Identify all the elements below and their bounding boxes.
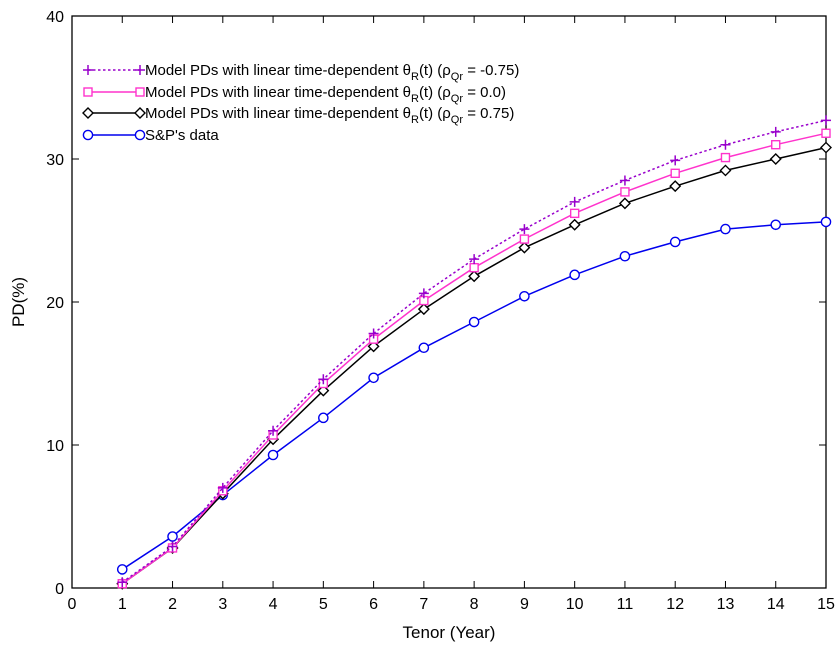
data-point: [417, 303, 430, 316]
data-point: [619, 175, 630, 186]
legend-label: S&P's data: [145, 127, 219, 144]
data-point: [771, 139, 781, 150]
legend: Model PDs with linear time-dependent θR(…: [82, 62, 519, 144]
data-point: [318, 412, 329, 424]
y-tick-label: 30: [46, 152, 64, 169]
legend-marker: [135, 87, 145, 97]
y-tick-label: 10: [46, 438, 64, 455]
data-point: [318, 374, 329, 385]
data-point: [167, 541, 178, 552]
data-point: [670, 155, 681, 166]
data-point: [820, 216, 832, 228]
legend-label: Model PDs with linear time-dependent θR(…: [145, 62, 519, 83]
x-tick-label: 2: [168, 596, 177, 613]
series-square: [117, 128, 831, 589]
series-line: [121, 119, 827, 583]
x-tick-label: 12: [666, 596, 684, 613]
data-point: [820, 141, 832, 154]
data-point: [569, 269, 580, 281]
series-line: [121, 132, 827, 585]
x-tick-label: 15: [817, 596, 835, 613]
data-point: [669, 236, 681, 248]
series-line: [121, 146, 827, 585]
x-tick-label: 3: [218, 596, 227, 613]
x-axis-title: Tenor (Year): [403, 623, 496, 642]
data-point: [669, 180, 682, 193]
x-tick-label: 8: [470, 596, 479, 613]
legend-entry: Model PDs with linear time-dependent θR(…: [82, 105, 514, 126]
series-group: [116, 115, 832, 590]
series-diamond: [116, 141, 832, 590]
y-tick-label: 0: [55, 581, 64, 598]
y-tick-label: 20: [46, 295, 64, 312]
data-point: [368, 328, 379, 339]
x-tick-label: 9: [520, 596, 529, 613]
data-point: [670, 168, 680, 179]
data-point: [519, 234, 530, 244]
x-tick-label: 1: [118, 596, 127, 613]
data-point: [770, 219, 782, 231]
legend-label: Model PDs with linear time-dependent θR(…: [145, 84, 506, 105]
data-point: [469, 254, 480, 265]
plot-frame: [71, 15, 827, 589]
series-circle: [116, 216, 832, 575]
data-point: [418, 288, 429, 299]
data-point: [720, 223, 731, 235]
data-point: [569, 196, 580, 207]
legend-entry: S&P's data: [82, 127, 219, 144]
legend-marker: [83, 65, 93, 75]
x-tick-label: 11: [617, 596, 634, 613]
legend-marker: [135, 65, 145, 75]
x-tick-label: 4: [269, 596, 278, 613]
data-point: [469, 262, 479, 273]
legend-marker: [134, 129, 146, 141]
data-point: [117, 577, 128, 588]
data-point: [368, 372, 379, 384]
data-point: [720, 152, 731, 163]
x-tick-label: 5: [319, 596, 328, 613]
data-point: [569, 208, 580, 219]
legend-marker: [82, 129, 94, 141]
legend-marker: [82, 107, 94, 119]
x-tick-label: 6: [369, 596, 378, 613]
x-tick-label: 10: [566, 596, 584, 613]
data-point: [769, 153, 782, 165]
data-point: [568, 218, 581, 231]
data-point: [116, 564, 128, 575]
data-point: [821, 128, 831, 138]
data-point: [719, 164, 732, 177]
data-point: [268, 425, 279, 436]
data-point: [468, 270, 481, 283]
data-point: [217, 482, 228, 493]
data-point: [519, 224, 530, 235]
x-tick-label: 0: [68, 596, 77, 613]
data-point: [267, 449, 279, 461]
series-plus: [117, 115, 831, 588]
y-axis-title: PD(%): [9, 277, 28, 327]
x-tick-label: 7: [419, 596, 428, 613]
legend-entry: Model PDs with linear time-dependent θR(…: [83, 62, 519, 83]
data-point: [167, 531, 178, 542]
data-point: [518, 241, 531, 254]
y-tick-label: 40: [46, 9, 64, 26]
data-point: [418, 342, 430, 354]
legend-label: Model PDs with linear time-dependent θR(…: [145, 105, 514, 126]
legend-entry: Model PDs with linear time-dependent θR(…: [83, 84, 506, 105]
data-point: [720, 139, 731, 150]
x-tick-label: 14: [767, 596, 785, 613]
data-point: [821, 115, 831, 126]
data-point: [620, 187, 630, 197]
data-point: [519, 290, 530, 302]
data-point: [619, 250, 631, 262]
x-tick-label: 13: [717, 596, 735, 613]
data-point: [770, 126, 781, 137]
data-point: [618, 197, 631, 210]
legend-marker: [134, 107, 146, 119]
data-point: [468, 316, 480, 328]
legend-marker: [83, 87, 93, 97]
